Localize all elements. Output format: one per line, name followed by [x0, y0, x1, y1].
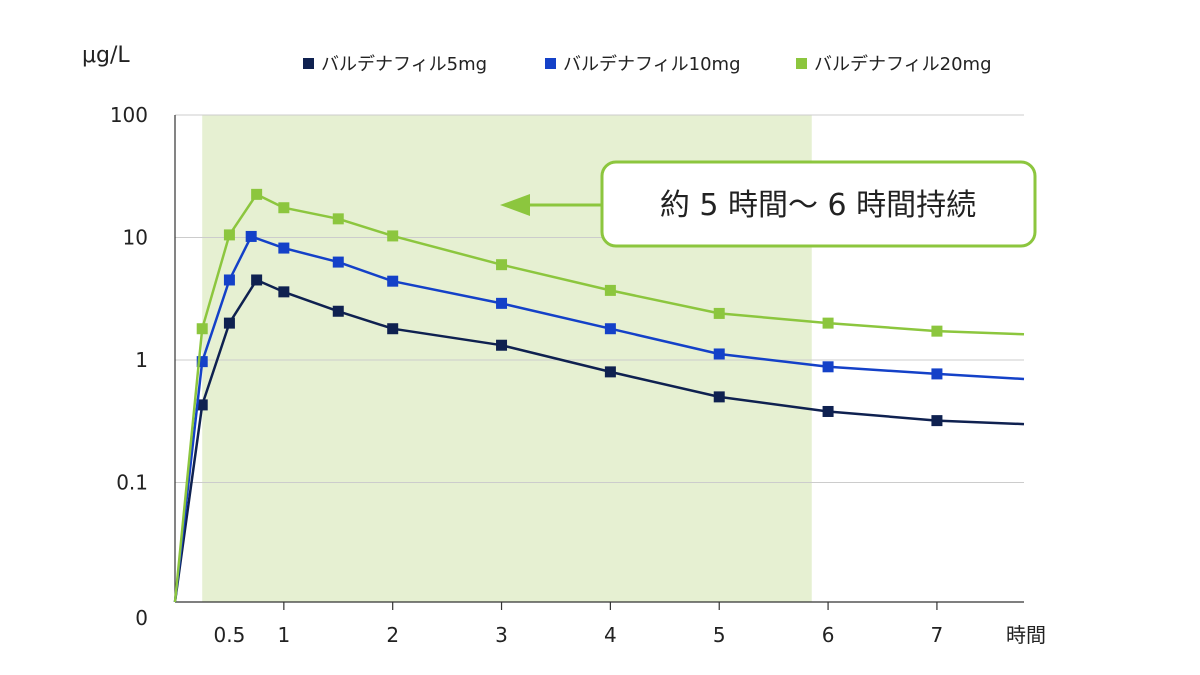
data-point: [387, 230, 399, 242]
data-point: [822, 405, 834, 417]
data-point: [931, 325, 943, 337]
arrow-head: [500, 194, 530, 216]
data-point: [713, 348, 725, 360]
legend-label: バルデナフィル5mg: [321, 54, 487, 75]
data-point: [332, 305, 344, 317]
data-point: [332, 256, 344, 268]
data-point: [604, 323, 616, 335]
legend-swatch: [545, 58, 556, 69]
legend-label: バルデナフィル10mg: [563, 54, 741, 75]
data-point: [604, 366, 616, 378]
callout-box: [600, 160, 1037, 248]
x-tick-label: 3: [495, 623, 508, 647]
data-point: [332, 213, 344, 225]
y-tick-label: 100: [110, 103, 148, 127]
data-point: [387, 323, 399, 335]
data-point: [822, 361, 834, 373]
data-point: [387, 275, 399, 287]
data-point: [713, 307, 725, 319]
data-point: [822, 317, 834, 329]
data-point: [278, 202, 290, 214]
data-point: [496, 259, 508, 271]
data-point: [196, 323, 208, 335]
x-tick-label: 1: [277, 623, 290, 647]
data-point: [604, 284, 616, 296]
y-tick-label: 1: [135, 348, 148, 372]
data-point: [196, 399, 208, 411]
data-point: [245, 230, 257, 242]
y-tick-label: 0: [135, 606, 148, 630]
x-tick-label: 0.5: [214, 623, 246, 647]
y-unit-label: μg/L: [82, 43, 130, 68]
data-point: [223, 317, 235, 329]
y-tick-label: 10: [123, 226, 148, 250]
data-point: [496, 297, 508, 309]
callout-text: 約 5 時間〜 6 時間持続: [660, 188, 976, 223]
x-tick-label: 6: [822, 623, 835, 647]
x-unit-label: 時間: [1006, 623, 1046, 647]
x-tick-label: 7: [931, 623, 944, 647]
x-tick-label: 5: [713, 623, 726, 647]
x-tick-label: 2: [386, 623, 399, 647]
legend-label: バルデナフィル20mg: [814, 54, 992, 75]
data-point: [931, 368, 943, 380]
data-point: [196, 356, 208, 368]
y-tick-label: 0.1: [116, 471, 148, 495]
data-point: [278, 286, 290, 298]
data-point: [223, 274, 235, 286]
legend-swatch: [303, 58, 314, 69]
x-tick-label: 4: [604, 623, 617, 647]
legend-swatch: [796, 58, 807, 69]
data-point: [496, 339, 508, 351]
data-point: [251, 274, 263, 286]
data-point: [223, 229, 235, 241]
data-point: [278, 242, 290, 254]
data-point: [931, 415, 943, 427]
data-point: [713, 391, 725, 403]
data-point: [251, 188, 263, 200]
